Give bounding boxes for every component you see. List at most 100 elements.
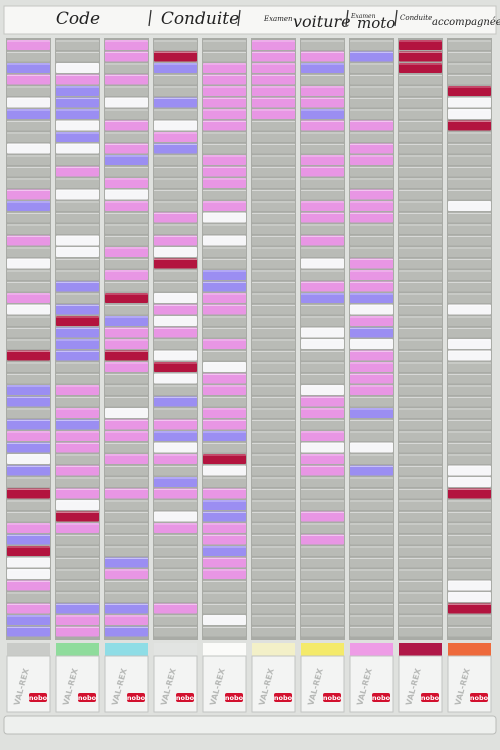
card-slot bbox=[203, 477, 246, 487]
card-slot bbox=[301, 580, 344, 591]
box-logo: nobo bbox=[470, 694, 489, 702]
card-slot bbox=[350, 339, 393, 349]
card-slot bbox=[252, 109, 295, 119]
card-slot bbox=[7, 178, 50, 188]
card-slot bbox=[56, 569, 99, 579]
card-slot bbox=[350, 488, 393, 499]
color-tab bbox=[448, 643, 491, 656]
card-slot bbox=[7, 511, 50, 522]
card-slot bbox=[7, 40, 50, 50]
card-box bbox=[104, 655, 149, 713]
card-slot bbox=[399, 212, 442, 223]
card-slot bbox=[7, 120, 50, 131]
card-slot bbox=[252, 339, 295, 349]
card-slot bbox=[252, 40, 295, 50]
card-slot bbox=[56, 454, 99, 464]
card-slot bbox=[154, 74, 197, 85]
card-slot bbox=[399, 454, 442, 464]
card-slot bbox=[105, 97, 148, 108]
card-slot bbox=[301, 454, 344, 464]
card-slot bbox=[56, 40, 99, 50]
card-slot bbox=[350, 534, 393, 545]
card-slot bbox=[154, 373, 197, 384]
card-slot bbox=[56, 362, 99, 372]
card-slot bbox=[154, 431, 197, 441]
card-slot bbox=[154, 626, 197, 637]
card-slot bbox=[350, 258, 393, 269]
card-slot bbox=[154, 454, 197, 464]
card-slot bbox=[301, 615, 344, 625]
card-slot bbox=[301, 373, 344, 384]
card-slot bbox=[154, 97, 197, 108]
card-slot bbox=[399, 373, 442, 384]
card-slot bbox=[203, 281, 246, 292]
card-slot bbox=[56, 155, 99, 165]
card-slot bbox=[301, 362, 344, 372]
card-slot bbox=[350, 212, 393, 223]
card-slot bbox=[203, 431, 246, 441]
card-slot bbox=[350, 270, 393, 280]
card-slot bbox=[203, 86, 246, 96]
card-slot bbox=[56, 327, 99, 338]
card-slot bbox=[154, 362, 197, 372]
card-slot bbox=[203, 270, 246, 280]
card-slot bbox=[154, 281, 197, 292]
card-slot bbox=[448, 97, 491, 108]
card-slot bbox=[203, 235, 246, 246]
header-label: voiture bbox=[293, 12, 351, 31]
card-slot bbox=[448, 74, 491, 85]
card-slot bbox=[448, 442, 491, 453]
card-slot bbox=[448, 569, 491, 579]
card-slot bbox=[252, 419, 295, 430]
card-slot bbox=[56, 281, 99, 292]
card-slot bbox=[203, 74, 246, 85]
card-slot bbox=[252, 189, 295, 200]
card-slot bbox=[154, 534, 197, 545]
card-slot bbox=[203, 189, 246, 200]
card-slot bbox=[252, 546, 295, 556]
card-slot bbox=[399, 477, 442, 487]
card-slot bbox=[154, 339, 197, 349]
card-slot bbox=[203, 51, 246, 62]
card-slot bbox=[301, 235, 344, 246]
card-slot bbox=[203, 454, 246, 464]
card-slot bbox=[301, 396, 344, 407]
card-slot bbox=[448, 63, 491, 73]
card-slot bbox=[350, 362, 393, 372]
card-slot bbox=[301, 166, 344, 177]
card-slot bbox=[448, 258, 491, 269]
card-slot bbox=[105, 500, 148, 510]
card-slot bbox=[105, 40, 148, 50]
card-slot bbox=[252, 442, 295, 453]
card-slot bbox=[105, 442, 148, 453]
card-slot bbox=[448, 534, 491, 545]
box-logo-badge bbox=[225, 693, 243, 702]
card-slot bbox=[252, 201, 295, 211]
card-slot bbox=[350, 132, 393, 142]
card-slot bbox=[105, 178, 148, 188]
card-slot bbox=[350, 580, 393, 591]
card-slot bbox=[301, 408, 344, 418]
card-slot bbox=[399, 178, 442, 188]
card-slot bbox=[7, 97, 50, 108]
card-slot bbox=[56, 316, 99, 326]
card-slot bbox=[399, 281, 442, 292]
card-slot bbox=[350, 327, 393, 338]
color-tab bbox=[252, 643, 295, 656]
card-slot bbox=[399, 339, 442, 349]
card-slot bbox=[399, 247, 442, 257]
card-slot bbox=[56, 132, 99, 142]
card-slot bbox=[7, 500, 50, 510]
card-slot bbox=[399, 523, 442, 533]
card-slot bbox=[105, 603, 148, 614]
card-slot bbox=[448, 603, 491, 614]
card-slot bbox=[105, 74, 148, 85]
box-logo-badge bbox=[127, 693, 145, 702]
card-slot bbox=[7, 580, 50, 591]
card-slot bbox=[7, 431, 50, 441]
card-box bbox=[300, 655, 345, 713]
card-slot bbox=[399, 569, 442, 579]
card-slot bbox=[203, 534, 246, 545]
card-slot bbox=[203, 546, 246, 556]
